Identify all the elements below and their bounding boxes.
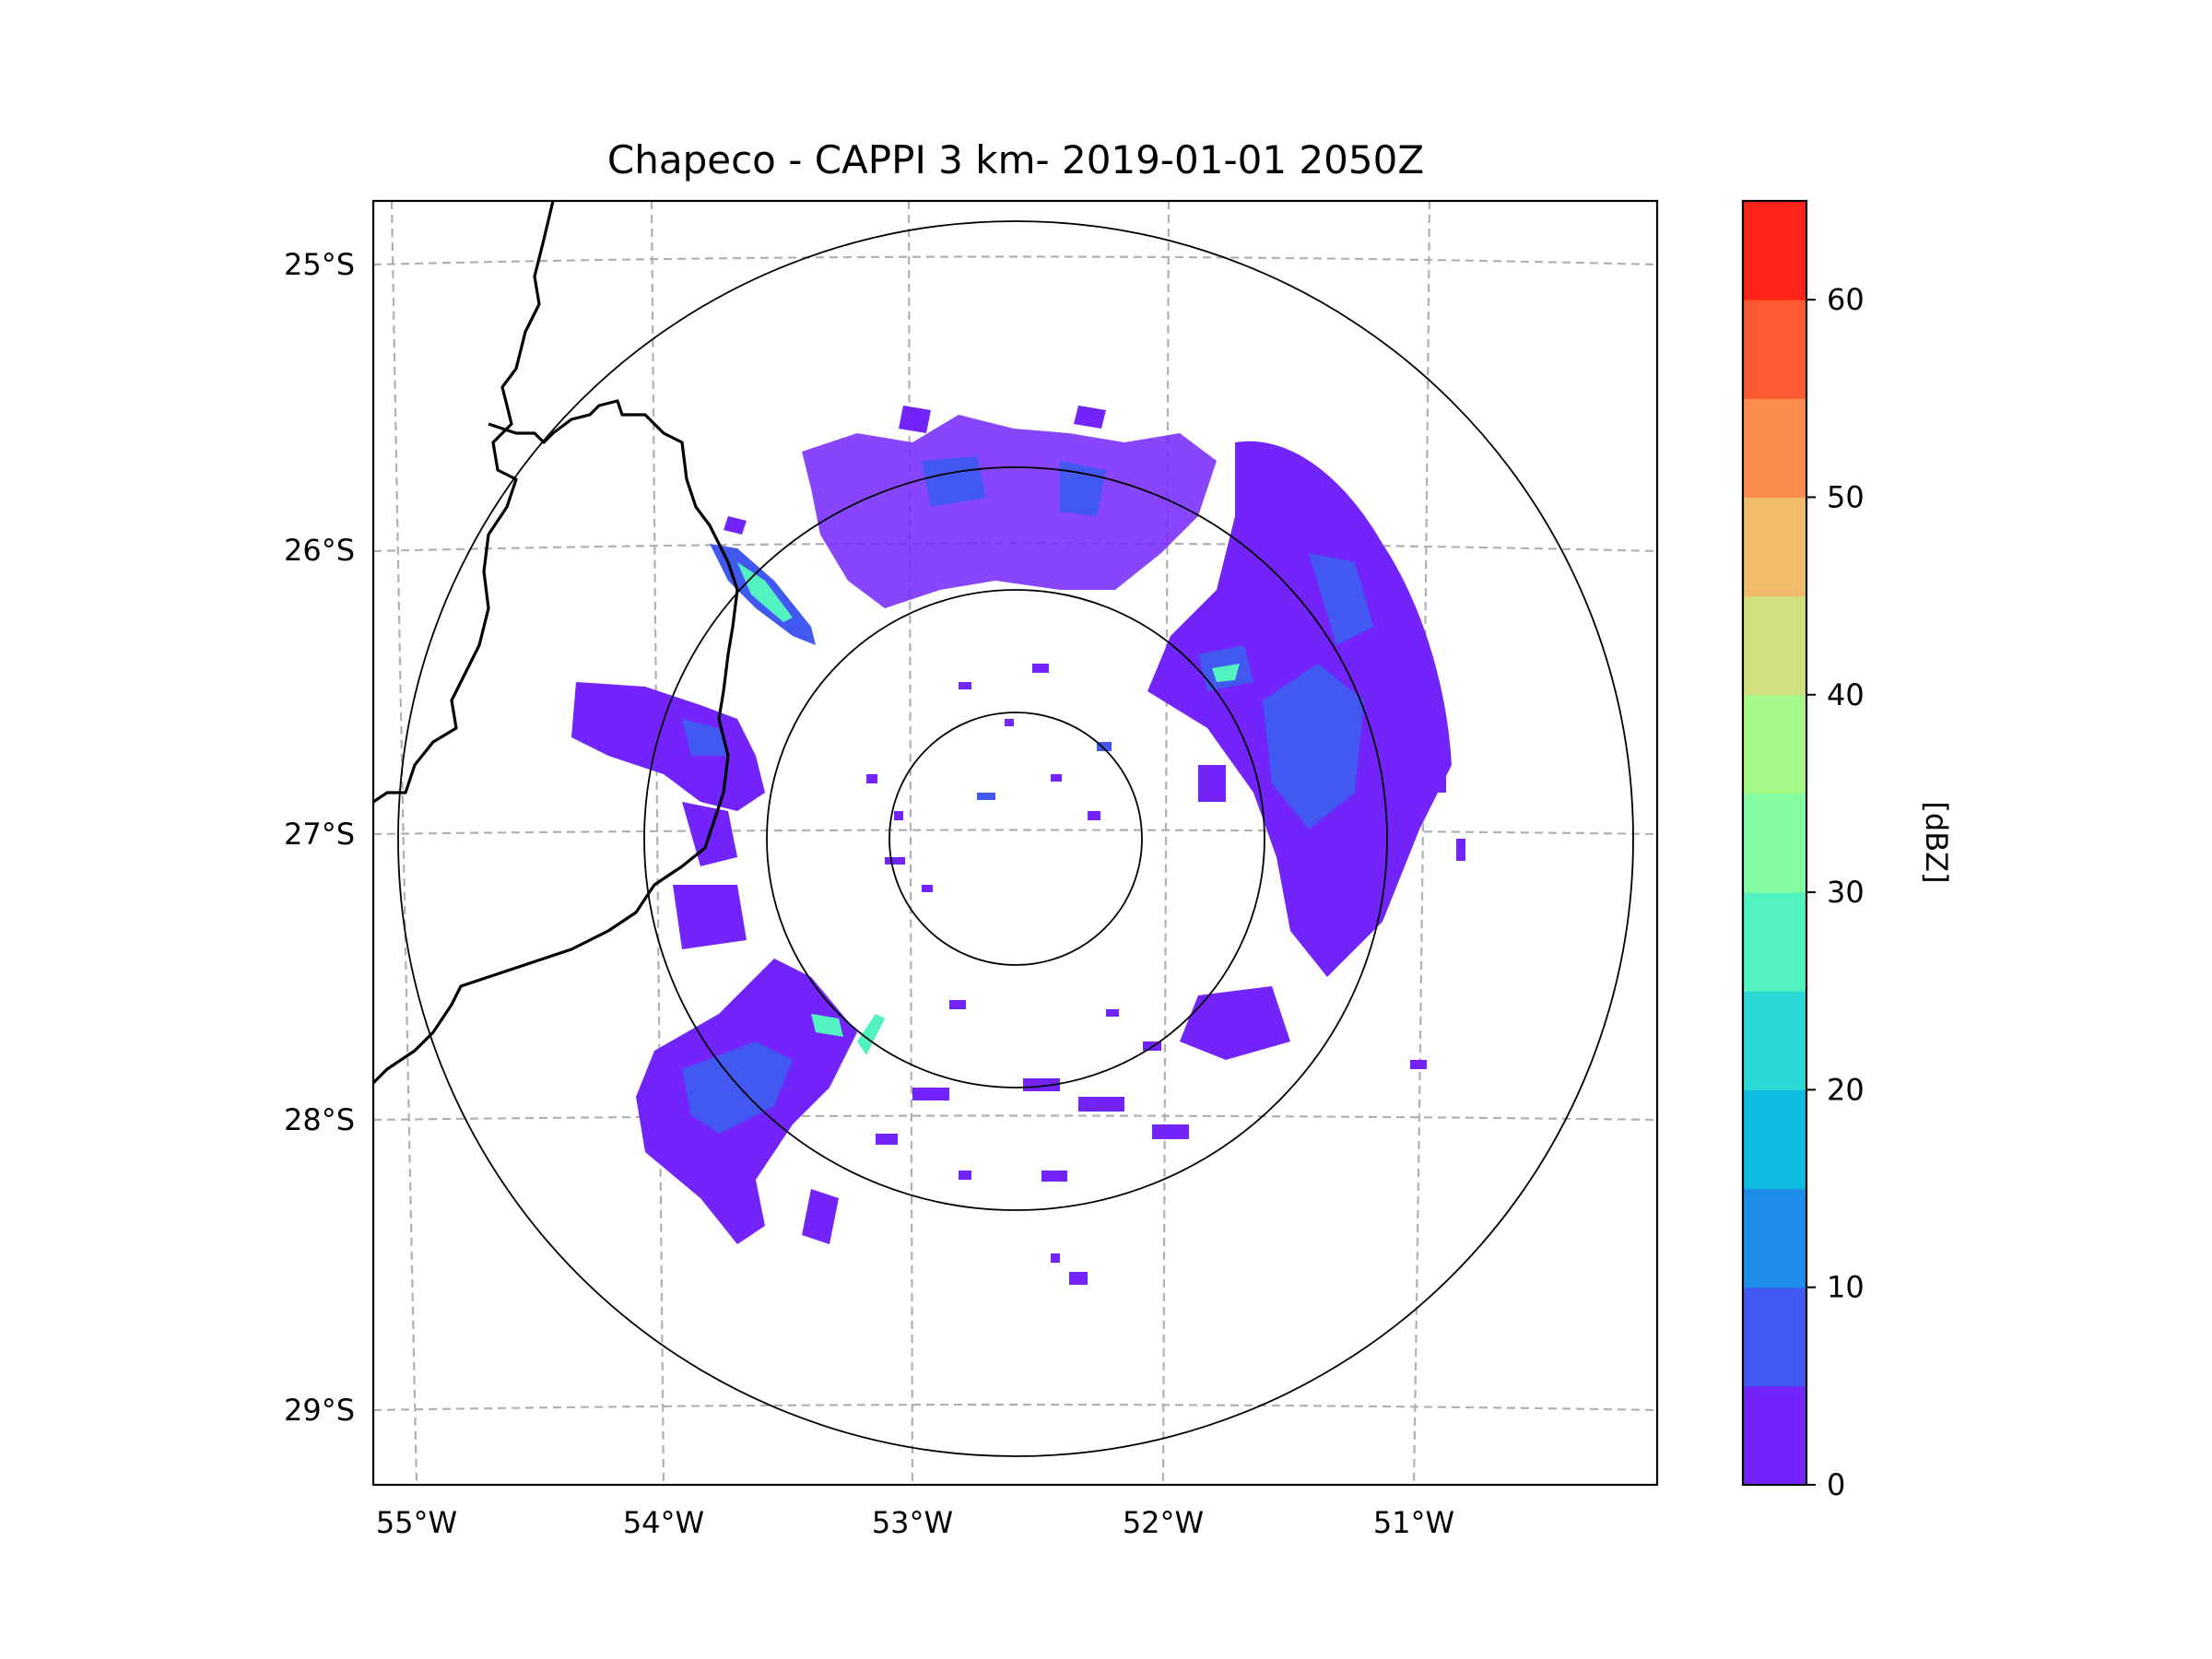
colorbar-frame bbox=[1741, 199, 1808, 1487]
colorbar-segment bbox=[1743, 497, 1806, 597]
y-tick-label: 26°S bbox=[284, 533, 355, 568]
colorbar-ticks: 0 10 20 30 40 50 60 bbox=[1806, 282, 1865, 1502]
gridline-lon-55 bbox=[390, 201, 418, 1485]
colorbar-tick-label: 30 bbox=[1827, 875, 1865, 910]
range-ring-200km bbox=[766, 589, 1265, 1088]
range-ring-300km bbox=[643, 466, 1388, 1211]
echo-northeast-sector bbox=[1147, 441, 1452, 1060]
colorbar-segments bbox=[1743, 201, 1806, 1486]
y-tick-label: 27°S bbox=[284, 817, 355, 852]
x-tick-label: 53°W bbox=[872, 1505, 953, 1540]
range-ring-100km bbox=[888, 712, 1143, 966]
colorbar-label: [dBZ] bbox=[1919, 801, 1954, 883]
gridline-lon-53 bbox=[907, 201, 914, 1485]
gridline-lat-25 bbox=[373, 255, 1657, 266]
gridline-lon-51 bbox=[1412, 201, 1431, 1485]
colorbar-segment bbox=[1743, 793, 1806, 893]
reflectivity-echoes bbox=[571, 406, 1465, 1285]
echo-southwest-sector bbox=[636, 885, 885, 1244]
x-tick-label: 55°W bbox=[376, 1505, 457, 1540]
colorbar: 0 10 20 30 40 50 60 [dBZ] bbox=[1741, 199, 1954, 1502]
y-axis-ticks: 25°S 26°S 27°S 28°S 29°S bbox=[284, 247, 355, 1428]
y-tick-label: 29°S bbox=[284, 1393, 355, 1428]
y-tick-label: 25°S bbox=[284, 247, 355, 282]
x-tick-label: 54°W bbox=[623, 1505, 704, 1540]
colorbar-tick-label: 0 bbox=[1827, 1467, 1845, 1502]
colorbar-tick-label: 60 bbox=[1827, 282, 1865, 317]
range-rings bbox=[397, 220, 1634, 1457]
colorbar-segment bbox=[1743, 1385, 1806, 1486]
echo-scattered bbox=[866, 664, 1465, 1285]
gridline-lat-27 bbox=[373, 829, 1657, 836]
echo-north-scatter bbox=[802, 406, 1217, 608]
colorbar-segment bbox=[1743, 991, 1806, 1090]
colorbar-segment bbox=[1743, 201, 1806, 300]
map-axes: 55°W 54°W 53°W 52°W 51°W 25°S 26°S 27°S … bbox=[284, 199, 1659, 1540]
political-borders bbox=[373, 201, 739, 1085]
colorbar-tick-label: 20 bbox=[1827, 1072, 1865, 1107]
map-frame bbox=[371, 199, 1659, 1487]
colorbar-segment bbox=[1743, 694, 1806, 794]
colorbar-segment bbox=[1743, 300, 1806, 399]
gridline-lon-54 bbox=[650, 201, 665, 1485]
x-tick-label: 51°W bbox=[1373, 1505, 1454, 1540]
colorbar-segment bbox=[1743, 892, 1806, 992]
gridline-lat-29 bbox=[373, 1403, 1657, 1412]
range-ring-400km bbox=[397, 220, 1634, 1457]
gridline-lon-52 bbox=[1161, 201, 1171, 1485]
gridlines bbox=[373, 201, 1657, 1485]
figure-title: Chapeco - CAPPI 3 km- 2019-01-01 2050Z bbox=[607, 137, 1424, 182]
colorbar-tick-label: 40 bbox=[1827, 677, 1865, 712]
echo-west-sector bbox=[571, 682, 765, 866]
colorbar-segment bbox=[1743, 1188, 1806, 1288]
gridline-lat-28 bbox=[373, 1114, 1657, 1122]
colorbar-segment bbox=[1743, 1089, 1806, 1190]
border-argentina-brazil bbox=[373, 201, 555, 804]
colorbar-segment bbox=[1743, 595, 1806, 696]
x-tick-label: 52°W bbox=[1123, 1505, 1204, 1540]
y-tick-label: 28°S bbox=[284, 1102, 355, 1137]
colorbar-segment bbox=[1743, 398, 1806, 498]
x-axis-ticks: 55°W 54°W 53°W 52°W 51°W bbox=[376, 1505, 1454, 1540]
border-paraguay-argentina bbox=[373, 399, 739, 1085]
colorbar-tick-label: 50 bbox=[1827, 479, 1865, 514]
colorbar-tick-label: 10 bbox=[1827, 1270, 1865, 1305]
colorbar-segment bbox=[1743, 1287, 1806, 1387]
